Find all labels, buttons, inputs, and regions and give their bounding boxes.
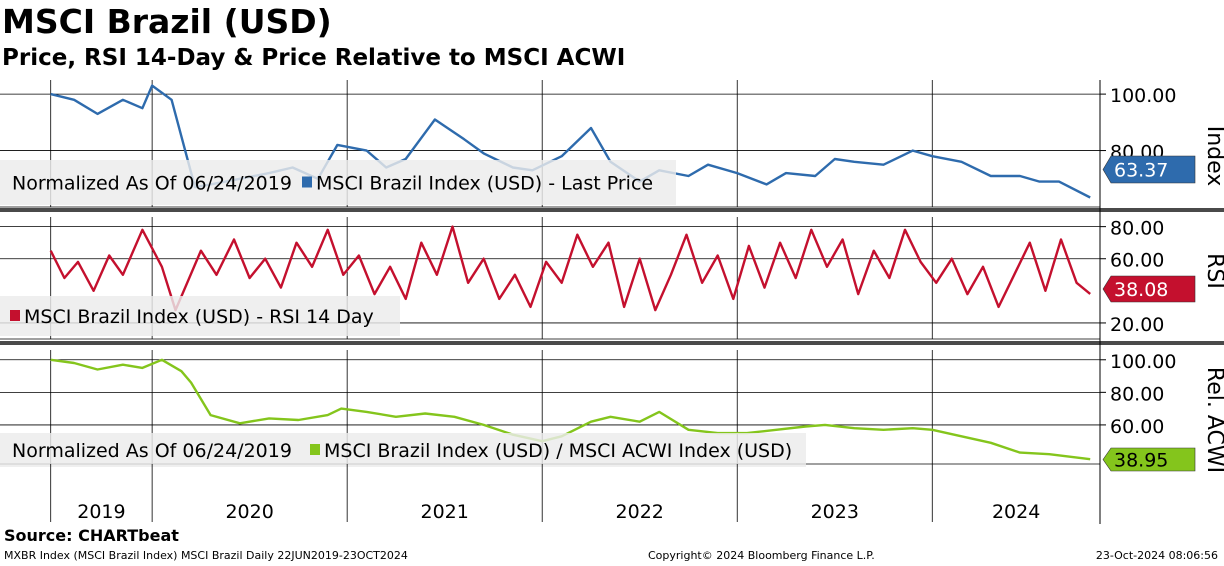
legend-label: MSCI Brazil Index (USD) / MSCI ACWI Inde… [324,440,792,462]
axis-title-rsi: RSI [1202,253,1224,289]
last-value-badge [1102,447,1196,472]
tick-label-y: 20.00 [1110,314,1164,336]
legend-label: Normalized As Of 06/24/2019 [12,173,292,195]
source-label: Source: CHARTbeat [4,526,179,545]
legend-swatch [10,310,20,321]
panel-separator [0,341,1224,345]
panel-relative: 100.00 80.00 60.00 Normalized As Of 06/24/2… [0,350,1224,473]
tick-label-y: 100.00 [1110,85,1176,107]
series-line-rsi [49,225,1091,312]
last-value-label: 38.08 [1114,279,1168,301]
last-value-badge [1102,275,1196,303]
tick-label-x: 2024 [992,501,1040,523]
legend-label: Normalized As Of 06/24/2019 [12,440,292,462]
last-value-label: 63.37 [1114,160,1168,182]
chart-subtitle: Price, RSI 14-Day & Price Relative to MS… [2,45,626,71]
tick-label-y: 100.00 [1110,351,1176,373]
tick-label-y: 80.00 [1110,218,1164,240]
tick-label-y: 80.00 [1110,383,1164,405]
tick-label-x: 2022 [616,501,664,523]
tick-label-x: 2023 [811,501,859,523]
footer-copyright: Copyright© 2024 Bloomberg Finance L.P. [648,549,875,562]
legend-box [0,296,400,336]
tick-label-x: 2020 [225,501,273,523]
footer-timestamp: 23-Oct-2024 08:06:56 [1095,549,1218,562]
chart-title: MSCI Brazil (USD) [2,2,332,41]
panel-rsi: 80.00 60.00 20.00 MSCI Brazil Index (USD) -… [0,217,1224,340]
axis-title-relative: Rel. ACWI [1202,367,1224,473]
footer-description: MXBR Index (MSCI Brazil Index) MSCI Braz… [4,549,408,562]
tick-label-x: 2019 [77,501,125,523]
panel-separator [0,208,1224,212]
last-value-badge [1102,155,1196,184]
legend-label: MSCI Brazil Index (USD) - RSI 14 Day [24,306,374,328]
axis-title-price: Index [1202,126,1224,187]
legend-box [0,433,806,467]
legend-swatch [310,444,320,455]
tick-label-y: 60.00 [1110,250,1164,272]
last-value-label: 38.95 [1114,450,1168,472]
legend-label: MSCI Brazil Index (USD) - Last Price [316,173,653,195]
legend-swatch [302,176,312,188]
tick-label-x: 2021 [421,501,469,523]
tick-label-y: 60.00 [1110,416,1164,438]
legend-box [0,160,676,205]
